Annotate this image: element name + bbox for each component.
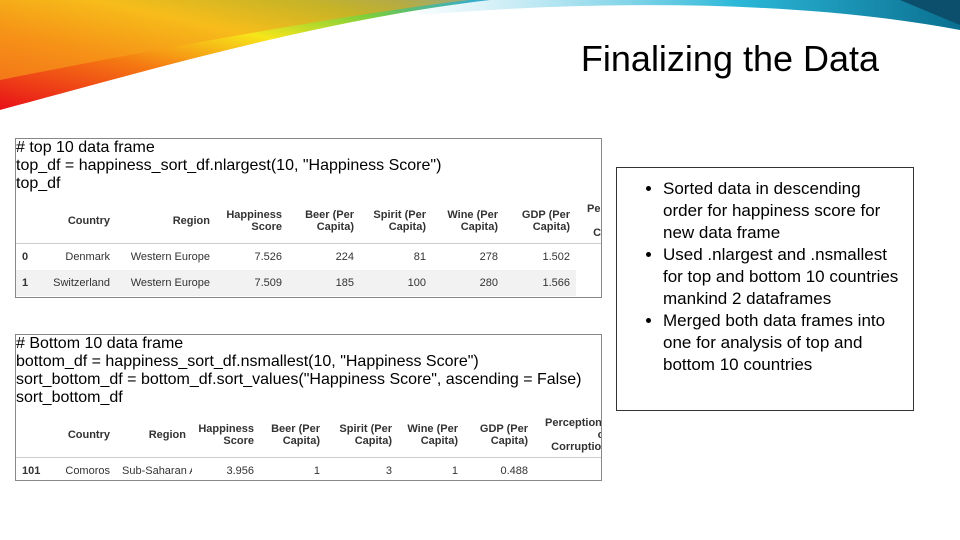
column-header: Wine (Per Capita) [432, 199, 504, 244]
code-cell: # Bottom 10 data frame bottom_df = happin… [16, 335, 601, 407]
table-cell: Western Europe [116, 270, 216, 296]
table-cell: 7.509 [216, 270, 288, 296]
code-line: # top 10 data frame [16, 139, 155, 156]
table-cell: 81 [413, 251, 426, 263]
table-cell: 1 [313, 465, 320, 477]
decoration [0, 0, 960, 110]
code-line: bottom_df = happiness_sort_df.nsmallest(… [16, 353, 479, 370]
bullet: Used .nlargest and .nsmallest for top an… [663, 244, 901, 310]
header-row: Country Region Happiness Score Beer (Per Ca… [16, 199, 601, 244]
table-row: 1 Switzerland Western Europe 7.509 185 100 280… [16, 270, 601, 296]
data-table: Country Region Happiness Score Beer (Per Ca… [16, 199, 601, 296]
row-index: 0 [22, 251, 29, 263]
table-row: 0 Denmark Western Europe 7.526 224 81 278 1.502 [16, 244, 601, 271]
code-cell: # top 10 data frame top_df = happiness_so… [16, 139, 601, 193]
table-cell: 278 [479, 251, 498, 263]
code-line: top_df [16, 175, 61, 192]
column-header: Happiness Score [216, 199, 288, 244]
code-line: top_df = happiness_sort_df.nlargest(10, … [16, 157, 442, 174]
row-index: 101 [22, 465, 41, 477]
table-cell: 3.956 [226, 465, 254, 477]
header-row: Country Region Happiness Score Beer (Per Ca… [16, 413, 601, 458]
table-cell: 7.526 [254, 251, 282, 263]
table-cell: 0.488 [500, 465, 528, 477]
column-header: Perceptions of Corruption [576, 199, 601, 244]
table-row: 101 Comoros Sub-Saharan Africa 3.956 1 3 1 0.48… [16, 458, 601, 481]
bullet-box: Sorted data in descending order for happ… [616, 167, 914, 411]
table-cell: Comoros [65, 465, 110, 477]
column-header: Country [44, 199, 116, 244]
table-cell: Denmark [65, 251, 110, 263]
code-panel: # Bottom 10 data frame bottom_df = happin… [15, 334, 602, 481]
table-cell: 1.566 [504, 270, 576, 296]
code-line: sort_bottom_df [16, 389, 123, 406]
table-cell: 1 [451, 465, 458, 477]
table-cell: 100 [360, 270, 432, 296]
table-cell: 3 [385, 465, 392, 477]
table-cell: Sub-Saharan Africa [122, 465, 192, 477]
column-header: Region [116, 413, 192, 458]
code-line: sort_bottom_df = bottom_df.sort_values("… [16, 371, 582, 388]
column-header: Beer (Per Capita) [288, 199, 360, 244]
column-header: Country [52, 413, 116, 458]
column-header: Spirit (Per Capita) [360, 199, 432, 244]
code-panel: # top 10 data frame top_df = happiness_so… [15, 138, 602, 298]
index-header [16, 199, 44, 244]
table-cell: 224 [335, 251, 354, 263]
table-cell: 1.502 [542, 251, 570, 263]
column-header: GDP (Per Capita) [464, 413, 534, 458]
bullet-list: Sorted data in descending order for happ… [631, 178, 901, 376]
bullet: Merged both data frames into one for ana… [663, 310, 901, 376]
column-header: Spirit (Per Capita) [326, 413, 398, 458]
table-cell: Switzerland [44, 270, 116, 296]
column-header: Region [116, 199, 216, 244]
row-index: 1 [16, 270, 44, 296]
table-cell: 185 [288, 270, 360, 296]
index-header [16, 413, 52, 458]
column-header: Beer (Per Capita) [260, 413, 326, 458]
table-cell: 280 [432, 270, 504, 296]
column-header: Happiness Score [192, 413, 260, 458]
column-header: Perceptions of Corruption [534, 413, 601, 458]
table-cell: Western Europe [130, 251, 210, 263]
slide-title: Finalizing the Data [580, 38, 880, 79]
bullet: Sorted data in descending order for happ… [663, 178, 901, 244]
code-line: # Bottom 10 data frame [16, 335, 184, 352]
table-cell: 0 [534, 458, 601, 481]
column-header: Wine (Per Capita) [398, 413, 464, 458]
data-table: Country Region Happiness Score Beer (Per Ca… [16, 413, 601, 481]
column-header: GDP (Per Capita) [504, 199, 576, 244]
